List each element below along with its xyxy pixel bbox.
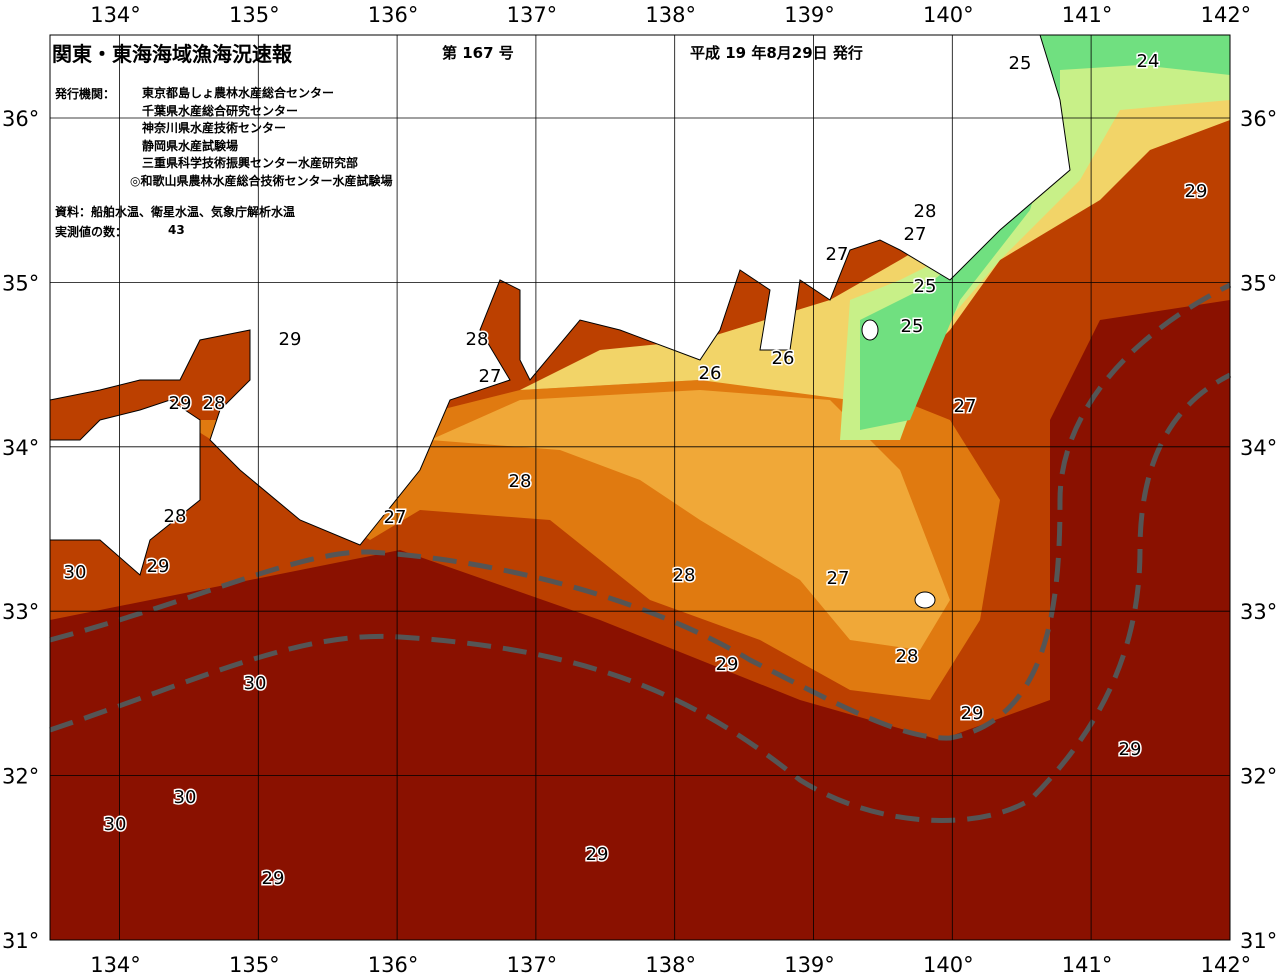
contour-label: 30	[104, 814, 127, 835]
lat-label: 36°	[1240, 107, 1277, 131]
agency: 神奈川県水産技術センター	[142, 121, 287, 135]
lon-label: 136°	[368, 3, 419, 27]
lon-label: 139°	[784, 3, 835, 27]
contour-label: 27	[904, 224, 927, 245]
agency: ◎和歌山県農林水産総合技術センター水産試験場	[130, 173, 393, 188]
lon-label: 140°	[923, 3, 974, 27]
lat-label: 33°	[2, 600, 39, 624]
date: 平成 19 年8月29日 発行	[690, 44, 863, 62]
contour-label: 28	[673, 565, 696, 586]
lat-label: 34°	[1240, 436, 1277, 460]
lon-label: 142°	[1201, 953, 1252, 977]
agency: 三重県科学技術振興センター水産研究部	[142, 156, 359, 170]
contour-label: 28	[466, 329, 489, 350]
land	[49, 34, 1071, 546]
contour-label: 24	[1137, 51, 1160, 72]
contour-label: 29	[586, 844, 609, 865]
contour-label: 29	[1185, 181, 1208, 202]
lon-label: 135°	[229, 953, 280, 977]
contour-label: 29	[961, 703, 984, 724]
source: 資料：船舶水温、衛星水温、気象庁解析水温	[55, 205, 296, 219]
current-axis	[49, 282, 1232, 741]
lon-label: 137°	[507, 953, 558, 977]
current-axis	[49, 372, 1232, 823]
contour-label: 29	[279, 329, 302, 350]
agency: 東京都島しょ農林水産総合センター	[142, 86, 335, 100]
contour-label: 29	[716, 654, 739, 675]
title: 関東・東海海域漁海況速報	[52, 42, 292, 66]
lon-label: 140°	[923, 953, 974, 977]
issue: 第 167 号	[442, 44, 514, 62]
contour-label: 30	[174, 787, 197, 808]
lon-label: 138°	[645, 3, 696, 27]
contour-label: 29	[147, 556, 170, 577]
lon-label: 134°	[90, 953, 141, 977]
land	[49, 399, 201, 576]
contour-label: 28	[164, 506, 187, 527]
lat-label: 35°	[1240, 271, 1277, 295]
contour-label: 27	[827, 568, 850, 589]
contour-label: 28	[914, 201, 937, 222]
contour-label: 29	[1119, 739, 1142, 760]
lon-label: 136°	[368, 953, 419, 977]
contour-label: 25	[1009, 53, 1032, 74]
lat-label: 35°	[2, 271, 39, 295]
sea-band	[430, 390, 950, 650]
lat-label: 32°	[1240, 765, 1277, 789]
lon-label: 138°	[645, 953, 696, 977]
map-frame	[49, 34, 1231, 941]
lon-label: 139°	[784, 953, 835, 977]
lat-label: 36°	[2, 107, 39, 131]
contour-label: 27	[384, 507, 407, 528]
contour-label: 27	[479, 366, 502, 387]
agencies-label: 発行機関：	[55, 87, 116, 101]
contour-label: 26	[772, 348, 795, 369]
agency: 静岡県水産試験場	[142, 138, 239, 153]
contour-label: 27	[954, 396, 977, 417]
agency-list: 東京都島しょ農林水産総合センター 千葉県水産総合研究センター 神奈川県水産技術センタ…	[130, 85, 392, 190]
island	[861, 319, 879, 341]
lat-label: 31°	[2, 929, 39, 953]
contour-label: 28	[509, 471, 532, 492]
lon-label: 137°	[507, 3, 558, 27]
contour-label: 29	[262, 868, 285, 889]
contour-label: 25	[914, 276, 937, 297]
contour-label: 27	[826, 244, 849, 265]
contour-label: 29	[169, 393, 192, 414]
lat-label: 31°	[1240, 929, 1277, 953]
contour-label: 25	[901, 316, 924, 337]
lon-label: 134°	[90, 3, 141, 27]
contour-label: 26	[699, 363, 722, 384]
lon-label: 141°	[1062, 3, 1113, 27]
count-value: 43	[168, 223, 185, 237]
contour-label: 28	[203, 393, 226, 414]
lon-label: 142°	[1201, 3, 1252, 27]
contour-label: 28	[896, 646, 919, 667]
agency: 千葉県水産総合研究センター	[142, 103, 299, 118]
island	[914, 591, 936, 609]
contour-label: 30	[64, 562, 87, 583]
lat-label: 32°	[2, 765, 39, 789]
contour-label: 30	[244, 673, 267, 694]
lat-label: 33°	[1240, 600, 1277, 624]
count-label: 実測値の数：	[55, 225, 128, 239]
lat-label: 34°	[2, 436, 39, 460]
lon-label: 135°	[229, 3, 280, 27]
lon-label: 141°	[1062, 953, 1113, 977]
